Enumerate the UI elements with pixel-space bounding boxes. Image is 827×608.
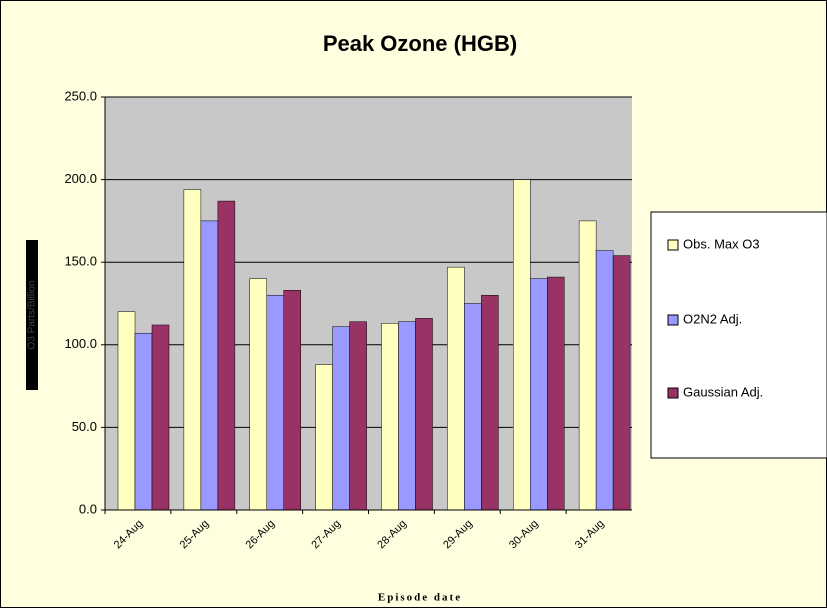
bar (283, 290, 301, 511)
bar (415, 318, 433, 511)
legend (650, 211, 827, 459)
bar (315, 364, 333, 511)
bar (151, 324, 170, 511)
bar (464, 303, 482, 511)
bar (447, 266, 465, 511)
legend-label: Obs. Max O3 (683, 236, 760, 251)
legend-swatch (667, 239, 679, 251)
bar (513, 179, 531, 511)
bar (266, 294, 284, 511)
legend-swatch (667, 387, 679, 399)
y-axis-label: O3 Parts/Billion (27, 281, 38, 350)
legend-label: Gaussian Adj. (683, 384, 763, 399)
y-tick-label: 250.0 (64, 88, 97, 103)
bar (134, 332, 153, 511)
y-tick-label: 200.0 (64, 171, 97, 186)
y-tick-label: 150.0 (64, 254, 97, 269)
bar (200, 220, 219, 511)
bar (183, 189, 202, 511)
bar (117, 311, 136, 511)
bar (481, 294, 499, 511)
chart-title: Peak Ozone (HGB) (323, 31, 517, 56)
bar (530, 278, 548, 511)
bar (349, 321, 367, 511)
bar (332, 326, 350, 511)
y-tick-label: 100.0 (64, 336, 97, 351)
bar (595, 250, 614, 511)
y-tick-label: 0.0 (79, 501, 97, 516)
y-tick-label: 50.0 (72, 419, 97, 434)
bar (578, 220, 597, 511)
y-axis-label-box (26, 240, 38, 390)
bar (547, 276, 565, 511)
bar (398, 321, 416, 511)
bar (249, 278, 267, 511)
x-axis-label: Episode date (378, 592, 462, 604)
legend-label: O2N2 Adj. (683, 311, 742, 326)
bar (612, 255, 631, 511)
bar (381, 323, 399, 511)
bar (217, 200, 236, 511)
legend-swatch (667, 314, 679, 326)
